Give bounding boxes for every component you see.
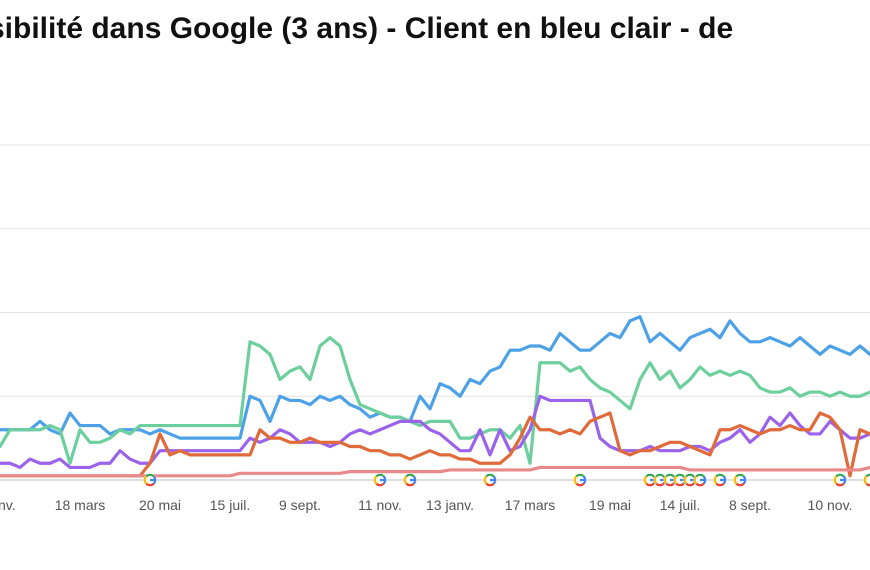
google-update-marker[interactable]: [403, 473, 417, 487]
google-marker-arc: [693, 475, 698, 485]
x-tick-label: 11 nov.: [358, 497, 402, 513]
google-marker-arc: [485, 473, 495, 478]
google-marker-arc: [575, 482, 585, 487]
google-marker-arc: [665, 473, 675, 478]
google-marker-arc: [735, 473, 745, 478]
x-tick-label: 20 mai: [139, 497, 181, 513]
google-marker-arc: [645, 473, 655, 478]
google-marker-arc: [675, 482, 685, 487]
google-marker-arc: [405, 482, 415, 487]
google-update-marker[interactable]: [693, 473, 707, 487]
google-update-marker[interactable]: [143, 473, 157, 487]
google-marker-arc: [375, 473, 385, 478]
google-update-marker[interactable]: [573, 473, 587, 487]
google-marker-arc: [835, 482, 845, 487]
google-marker-arc: [665, 482, 675, 487]
chart-title: sibilité dans Google (3 ans) - Client en…: [0, 12, 734, 45]
google-marker-arc: [403, 475, 408, 485]
x-tick-label: 15 juil.: [210, 497, 250, 513]
x-tick-label: 17 mars: [505, 497, 556, 513]
google-marker-arc: [833, 475, 838, 485]
google-marker-arc: [733, 475, 738, 485]
google-marker-arc: [683, 475, 688, 485]
google-marker-arc: [695, 473, 705, 478]
google-marker-arc: [685, 473, 695, 478]
google-marker-arc: [715, 482, 725, 487]
google-marker-arc: [653, 475, 658, 485]
google-marker-arc: [865, 482, 870, 487]
google-update-marker[interactable]: [833, 473, 847, 487]
series-line-2: [0, 336, 870, 465]
google-marker-arc: [575, 473, 585, 478]
google-marker-arc: [485, 482, 495, 487]
google-marker-arc: [673, 475, 678, 485]
x-tick-label: nv.: [0, 497, 16, 513]
google-marker-arc: [675, 473, 685, 478]
google-marker-arc: [835, 473, 845, 478]
google-update-markers: [143, 473, 870, 487]
google-marker-arc: [735, 482, 745, 487]
google-update-marker[interactable]: [663, 473, 677, 487]
x-tick-label: 8 sept.: [729, 497, 771, 513]
google-marker-arc: [483, 475, 488, 485]
x-tick-label: 9 sept.: [279, 497, 321, 513]
google-update-marker[interactable]: [863, 473, 870, 487]
google-marker-arc: [405, 473, 415, 478]
google-marker-arc: [643, 475, 648, 485]
google-update-marker[interactable]: [643, 473, 657, 487]
google-marker-arc: [863, 475, 868, 485]
google-marker-arc: [865, 473, 870, 478]
google-marker-arc: [375, 482, 385, 487]
google-marker-arc: [713, 475, 718, 485]
google-update-marker[interactable]: [683, 473, 697, 487]
x-tick-label: 19 mai: [589, 497, 631, 513]
google-marker-arc: [715, 473, 725, 478]
google-marker-arc: [663, 475, 668, 485]
google-update-marker[interactable]: [733, 473, 747, 487]
x-axis-ticks: nv. 18 mars 20 mai 15 juil. 9 sept. 11 nov. 13…: [0, 497, 852, 513]
x-tick-label: 10 nov.: [808, 497, 853, 513]
google-update-marker[interactable]: [713, 473, 727, 487]
google-marker-arc: [573, 475, 578, 485]
x-tick-label: 18 mars: [55, 497, 106, 513]
google-update-marker[interactable]: [653, 473, 667, 487]
google-update-marker[interactable]: [673, 473, 687, 487]
google-marker-arc: [655, 473, 665, 478]
google-marker-arc: [145, 482, 155, 487]
google-marker-arc: [695, 482, 705, 487]
google-marker-arc: [685, 482, 695, 487]
google-marker-arc: [655, 482, 665, 487]
google-marker-arc: [145, 473, 155, 478]
google-marker-arc: [143, 475, 148, 485]
x-tick-label: 13 janv.: [426, 497, 474, 513]
google-update-marker[interactable]: [373, 473, 387, 487]
google-marker-arc: [373, 475, 378, 485]
google-marker-arc: [645, 482, 655, 487]
google-update-marker[interactable]: [483, 473, 497, 487]
series-line-1: [0, 315, 870, 440]
x-tick-label: 14 juil.: [660, 497, 700, 513]
series-line-4: [0, 411, 870, 478]
